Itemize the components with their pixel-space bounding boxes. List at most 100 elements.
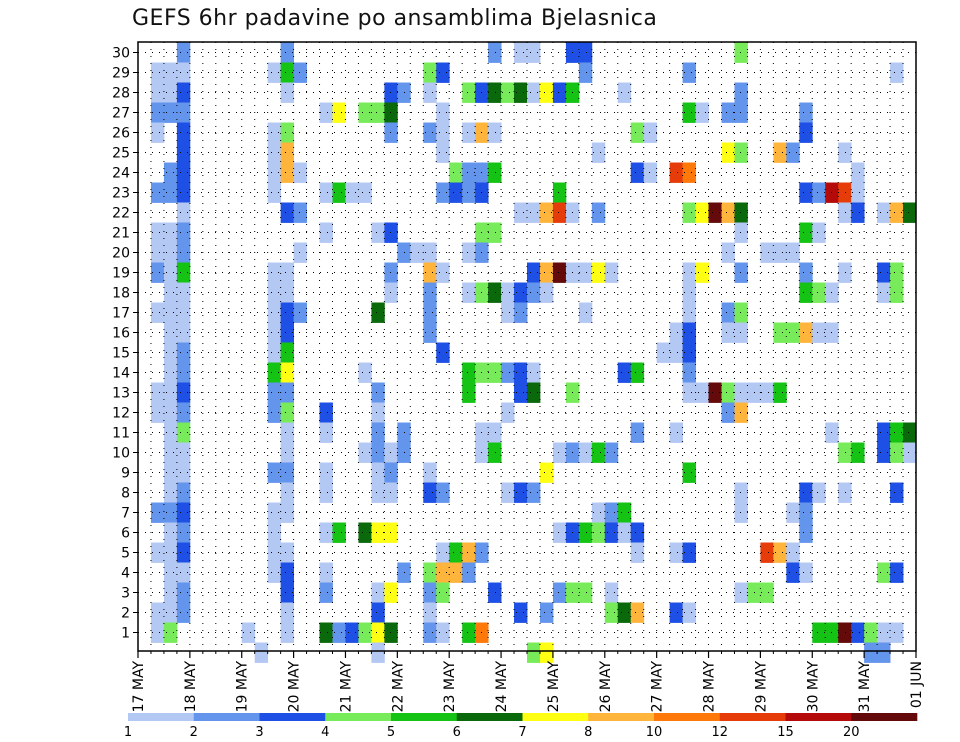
heatmap-cell (488, 442, 502, 463)
heatmap-cell (838, 262, 852, 283)
heatmap-cell (449, 182, 463, 203)
y-tick-label: 26 (112, 126, 130, 142)
heatmap-cell (176, 562, 191, 583)
heatmap-cell (267, 522, 282, 543)
heatmap-cell (488, 222, 502, 243)
heatmap-cell (734, 402, 748, 423)
heatmap-cell (630, 522, 645, 543)
heatmap-cell (903, 422, 917, 443)
heatmap-cell (488, 362, 502, 383)
heatmap-cell (552, 522, 567, 543)
heatmap-cell (462, 162, 476, 183)
heatmap-cell (280, 342, 294, 363)
heatmap-cell (527, 202, 541, 223)
legend-label: 7 (518, 725, 526, 740)
x-tick-label: 30 MAY (805, 661, 821, 713)
heatmap-cell (319, 562, 333, 583)
heatmap-cell (423, 322, 437, 343)
heatmap-cell (163, 362, 178, 383)
heatmap-cell (786, 502, 800, 523)
heatmap-cell (436, 542, 450, 563)
heatmap-cell (799, 522, 813, 543)
heatmap-cell (176, 602, 191, 623)
heatmap-cell (436, 482, 450, 503)
legend-label: 2 (190, 725, 198, 740)
y-tick-label: 10 (112, 446, 130, 462)
legend-swatch (719, 713, 786, 721)
heatmap-cell (176, 522, 191, 543)
y-tick-label: 13 (112, 386, 130, 402)
heatmap-cell (721, 322, 735, 343)
heatmap-cell (384, 482, 398, 503)
heatmap-cell (319, 222, 333, 243)
heatmap-cell (591, 502, 606, 523)
heatmap-cell (176, 182, 191, 203)
heatmap-cell (163, 582, 178, 603)
heatmap-cell (267, 362, 282, 383)
heatmap-cell (280, 382, 294, 403)
heatmap-cell (682, 602, 696, 623)
heatmap-cell (423, 122, 437, 143)
heatmap-cell (280, 462, 294, 483)
heatmap-cell (163, 502, 178, 523)
heatmap-cell (578, 62, 593, 83)
heatmap-cell (384, 222, 398, 243)
heatmap-cell (527, 282, 541, 303)
heatmap-cell (319, 622, 333, 643)
heatmap-cell (669, 342, 683, 363)
heatmap-cell (163, 282, 178, 303)
heatmap-cell (617, 362, 632, 383)
heatmap-cell (176, 342, 191, 363)
heatmap-cell (280, 482, 294, 503)
y-tick-label: 8 (121, 486, 130, 502)
heatmap-cell (163, 82, 178, 103)
y-tick-label: 4 (121, 566, 130, 582)
heatmap-cell (280, 442, 294, 463)
heatmap-cell (501, 82, 515, 103)
heatmap-cell (527, 42, 541, 63)
heatmap-cell (280, 422, 294, 443)
heatmap-cell (734, 262, 748, 283)
heatmap-cell (669, 422, 683, 443)
heatmap-cell (449, 542, 463, 563)
y-tick-label: 12 (112, 406, 130, 422)
heatmap-cell (319, 582, 333, 603)
y-tick-label: 28 (112, 86, 130, 102)
heatmap-cell (488, 162, 502, 183)
heatmap-cell (280, 562, 294, 583)
heatmap-cell (176, 142, 191, 163)
heatmap-cell (630, 162, 645, 183)
heatmap-cell (799, 102, 813, 123)
heatmap-cell (501, 282, 515, 303)
heatmap-cell (176, 282, 191, 303)
heatmap-cell (423, 242, 437, 263)
heatmap-cell (332, 622, 346, 643)
heatmap-cell (176, 262, 191, 283)
heatmap-cell (578, 442, 593, 463)
heatmap-cell (838, 482, 852, 503)
heatmap-cell (669, 162, 683, 183)
heatmap-cell (436, 142, 450, 163)
heatmap-cell (514, 282, 528, 303)
heatmap-cell (734, 142, 748, 163)
heatmap-cell (514, 362, 528, 383)
heatmap-cell (345, 182, 359, 203)
heatmap-cell (280, 82, 294, 103)
heatmap-cell (695, 382, 709, 403)
heatmap-cell (851, 622, 865, 643)
x-tick-label: 31 MAY (857, 661, 873, 713)
heatmap-cell (150, 182, 165, 203)
legend-swatch (259, 713, 326, 721)
heatmap-cell (552, 262, 567, 283)
heatmap-cell (838, 202, 852, 223)
y-tick-label: 18 (112, 286, 130, 302)
heatmap-cell (890, 202, 904, 223)
heatmap-cell (773, 542, 787, 563)
heatmap-cell (462, 542, 476, 563)
heatmap-cell (176, 542, 191, 563)
heatmap-cell (552, 582, 567, 603)
heatmap-cell (293, 202, 307, 223)
heatmap-cell (539, 282, 554, 303)
heatmap-cell (423, 562, 437, 583)
